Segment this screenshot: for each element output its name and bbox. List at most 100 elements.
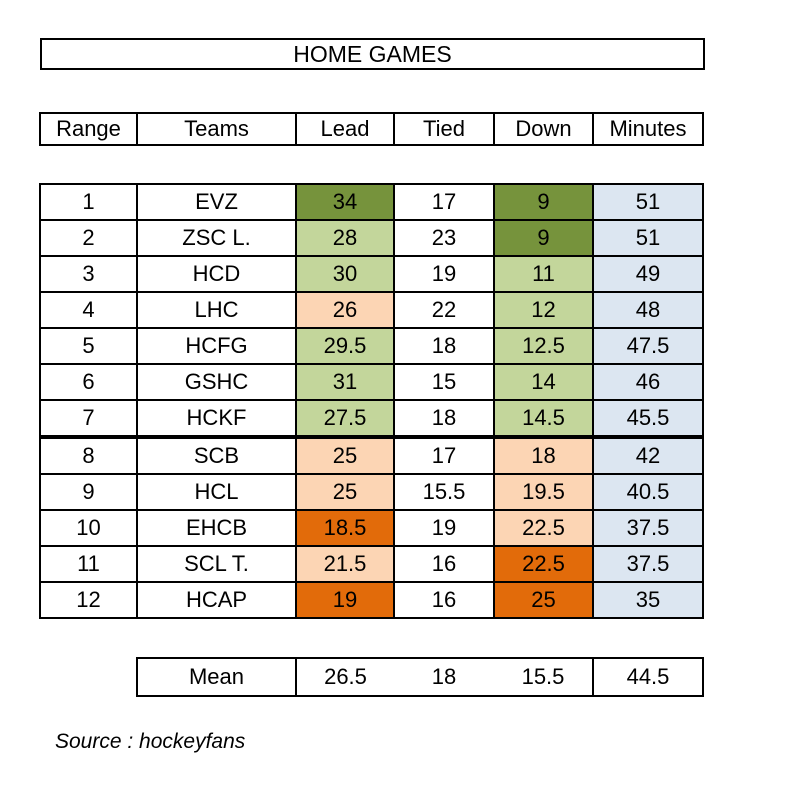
mean-down-cell: 15.5 xyxy=(494,657,594,697)
range-cell: 3 xyxy=(39,255,138,293)
lead-cell: 30 xyxy=(295,255,395,293)
mean-minutes-cell: 44.5 xyxy=(592,657,704,697)
range-cell: 2 xyxy=(39,219,138,257)
column-header-minutes: Minutes xyxy=(592,112,704,146)
tied-cell: 16 xyxy=(393,545,495,583)
tied-cell: 19 xyxy=(393,255,495,293)
table-row: 2 ZSC L. 28 23 9 51 xyxy=(39,219,704,257)
range-cell: 4 xyxy=(39,291,138,329)
team-cell: HCFG xyxy=(136,327,297,365)
team-cell: GSHC xyxy=(136,363,297,401)
tied-cell: 17 xyxy=(393,183,495,221)
range-cell: 6 xyxy=(39,363,138,401)
lead-cell: 26 xyxy=(295,291,395,329)
down-cell: 22.5 xyxy=(493,509,594,547)
lead-cell: 18.5 xyxy=(295,509,395,547)
down-cell: 9 xyxy=(493,219,594,257)
lead-cell: 19 xyxy=(295,581,395,619)
lead-cell: 31 xyxy=(295,363,395,401)
tied-cell: 22 xyxy=(393,291,495,329)
lead-cell: 25 xyxy=(295,473,395,511)
table-row: 10 EHCB 18.5 19 22.5 37.5 xyxy=(39,509,704,547)
column-header-lead: Lead xyxy=(295,112,395,146)
tied-cell: 15.5 xyxy=(393,473,495,511)
team-cell: SCB xyxy=(136,435,297,475)
table-row: 9 HCL 25 15.5 19.5 40.5 xyxy=(39,473,704,511)
lead-cell: 34 xyxy=(295,183,395,221)
down-cell: 25 xyxy=(493,581,594,619)
team-cell: HCKF xyxy=(136,399,297,438)
down-cell: 19.5 xyxy=(493,473,594,511)
minutes-cell: 49 xyxy=(592,255,704,293)
column-header-tied: Tied xyxy=(393,112,495,146)
minutes-cell: 35 xyxy=(592,581,704,619)
down-cell: 11 xyxy=(493,255,594,293)
mean-tied-cell: 18 xyxy=(394,657,494,697)
minutes-cell: 47.5 xyxy=(592,327,704,365)
team-cell: HCD xyxy=(136,255,297,293)
mean-label-cell: Mean xyxy=(136,657,297,697)
mean-row: Mean 26.5 18 15.5 44.5 xyxy=(136,657,704,697)
page-title: HOME GAMES xyxy=(293,40,452,67)
down-cell: 12.5 xyxy=(493,327,594,365)
minutes-cell: 37.5 xyxy=(592,509,704,547)
down-cell: 14 xyxy=(493,363,594,401)
table-row: 1 EVZ 34 17 9 51 xyxy=(39,183,704,221)
data-table: 1 EVZ 34 17 9 51 2 ZSC L. 28 23 9 51 3 H… xyxy=(39,183,704,619)
tied-cell: 16 xyxy=(393,581,495,619)
column-header-teams: Teams xyxy=(136,112,297,146)
lead-cell: 21.5 xyxy=(295,545,395,583)
down-cell: 22.5 xyxy=(493,545,594,583)
table-row: 6 GSHC 31 15 14 46 xyxy=(39,363,704,401)
team-cell: HCL xyxy=(136,473,297,511)
minutes-cell: 40.5 xyxy=(592,473,704,511)
minutes-cell: 45.5 xyxy=(592,399,704,438)
minutes-cell: 51 xyxy=(592,183,704,221)
tied-cell: 23 xyxy=(393,219,495,257)
team-cell: EHCB xyxy=(136,509,297,547)
minutes-cell: 46 xyxy=(592,363,704,401)
range-cell: 9 xyxy=(39,473,138,511)
table-row: 4 LHC 26 22 12 48 xyxy=(39,291,704,329)
range-cell: 10 xyxy=(39,509,138,547)
tied-cell: 19 xyxy=(393,509,495,547)
team-cell: EVZ xyxy=(136,183,297,221)
team-cell: LHC xyxy=(136,291,297,329)
range-cell: 8 xyxy=(39,435,138,475)
table-row: 12 HCAP 19 16 25 35 xyxy=(39,581,704,619)
tied-cell: 18 xyxy=(393,327,495,365)
title-box: HOME GAMES xyxy=(40,38,705,70)
mean-table: Mean 26.5 18 15.5 44.5 xyxy=(136,657,704,697)
tied-cell: 17 xyxy=(393,435,495,475)
minutes-cell: 51 xyxy=(592,219,704,257)
range-cell: 11 xyxy=(39,545,138,583)
range-cell: 1 xyxy=(39,183,138,221)
header-table: Range Teams Lead Tied Down Minutes xyxy=(39,112,704,146)
column-header-range: Range xyxy=(39,112,138,146)
table-row: 3 HCD 30 19 11 49 xyxy=(39,255,704,293)
lead-cell: 25 xyxy=(295,435,395,475)
lead-cell: 27.5 xyxy=(295,399,395,438)
team-cell: HCAP xyxy=(136,581,297,619)
range-cell: 5 xyxy=(39,327,138,365)
table-row: 11 SCL T. 21.5 16 22.5 37.5 xyxy=(39,545,704,583)
minutes-cell: 37.5 xyxy=(592,545,704,583)
lead-cell: 28 xyxy=(295,219,395,257)
minutes-cell: 48 xyxy=(592,291,704,329)
range-cell: 12 xyxy=(39,581,138,619)
team-cell: ZSC L. xyxy=(136,219,297,257)
down-cell: 18 xyxy=(493,435,594,475)
down-cell: 14.5 xyxy=(493,399,594,438)
lead-cell: 29.5 xyxy=(295,327,395,365)
down-cell: 12 xyxy=(493,291,594,329)
table-row: 8 SCB 25 17 18 42 xyxy=(39,435,704,475)
source-caption: Source : hockeyfans xyxy=(55,730,246,753)
mean-lead-cell: 26.5 xyxy=(295,657,394,697)
tied-cell: 18 xyxy=(393,399,495,438)
header-row: Range Teams Lead Tied Down Minutes xyxy=(39,112,704,146)
down-cell: 9 xyxy=(493,183,594,221)
minutes-cell: 42 xyxy=(592,435,704,475)
team-cell: SCL T. xyxy=(136,545,297,583)
column-header-down: Down xyxy=(493,112,594,146)
